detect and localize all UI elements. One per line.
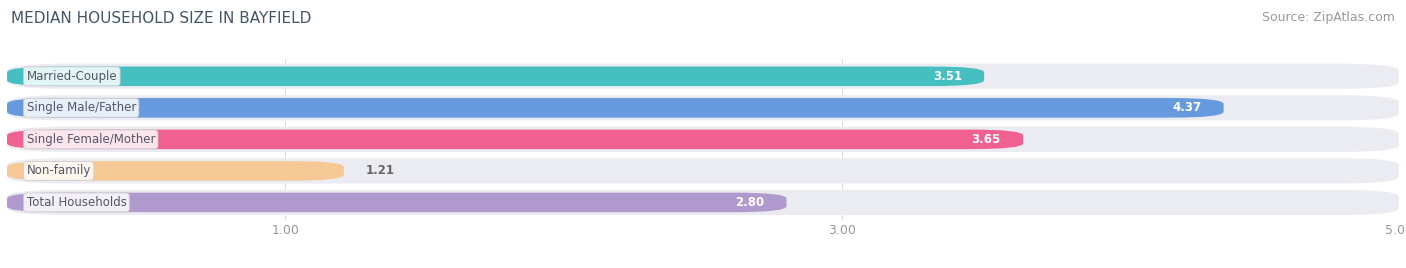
- FancyBboxPatch shape: [7, 193, 786, 212]
- Text: 1.21: 1.21: [366, 164, 395, 177]
- Text: Total Households: Total Households: [27, 196, 127, 209]
- Text: 4.37: 4.37: [1173, 101, 1201, 114]
- Text: 3.65: 3.65: [972, 133, 1001, 146]
- Text: Single Male/Father: Single Male/Father: [27, 101, 136, 114]
- FancyBboxPatch shape: [7, 64, 1399, 89]
- FancyBboxPatch shape: [7, 66, 984, 86]
- Text: Non-family: Non-family: [27, 164, 91, 177]
- FancyBboxPatch shape: [7, 95, 1399, 120]
- Text: Single Female/Mother: Single Female/Mother: [27, 133, 155, 146]
- Text: Source: ZipAtlas.com: Source: ZipAtlas.com: [1261, 11, 1395, 24]
- FancyBboxPatch shape: [7, 190, 1399, 215]
- Text: MEDIAN HOUSEHOLD SIZE IN BAYFIELD: MEDIAN HOUSEHOLD SIZE IN BAYFIELD: [11, 11, 312, 26]
- FancyBboxPatch shape: [7, 158, 1399, 184]
- FancyBboxPatch shape: [7, 98, 1223, 118]
- Text: 2.80: 2.80: [735, 196, 765, 209]
- Text: Married-Couple: Married-Couple: [27, 70, 117, 83]
- FancyBboxPatch shape: [7, 130, 1024, 149]
- FancyBboxPatch shape: [7, 127, 1399, 152]
- FancyBboxPatch shape: [7, 161, 344, 181]
- Text: 3.51: 3.51: [932, 70, 962, 83]
